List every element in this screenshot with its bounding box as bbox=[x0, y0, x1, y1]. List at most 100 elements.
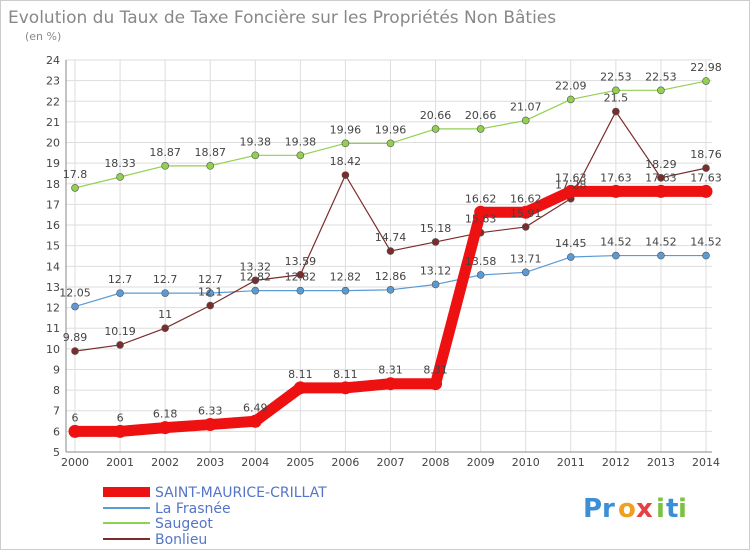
legend-label-2: Saugeot bbox=[155, 516, 213, 532]
data-label: 18.29 bbox=[645, 158, 677, 171]
data-point bbox=[612, 107, 620, 116]
logo-letter: t bbox=[666, 494, 678, 524]
data-point bbox=[657, 251, 665, 260]
data-point bbox=[384, 377, 397, 391]
x-tick-label: 2008 bbox=[422, 456, 450, 469]
data-label: 21.5 bbox=[604, 92, 629, 105]
data-label: 13.58 bbox=[465, 255, 497, 268]
y-tick-label: 11 bbox=[46, 322, 60, 335]
data-label: 18.76 bbox=[690, 148, 722, 161]
data-point bbox=[702, 77, 710, 85]
data-label: 22.09 bbox=[555, 79, 587, 92]
data-point bbox=[386, 139, 395, 148]
data-point bbox=[386, 286, 395, 294]
data-label: 22.53 bbox=[600, 70, 632, 83]
data-label: 13.59 bbox=[285, 255, 317, 268]
data-label: 13.12 bbox=[420, 264, 452, 277]
data-label: 14.52 bbox=[600, 236, 632, 249]
data-point bbox=[657, 86, 665, 95]
y-tick-label: 24 bbox=[46, 54, 60, 67]
data-point bbox=[293, 381, 307, 395]
data-point bbox=[71, 302, 79, 311]
logo-letter: i bbox=[678, 494, 687, 524]
data-point bbox=[161, 162, 169, 170]
logo-letter: o bbox=[618, 494, 636, 524]
data-point bbox=[702, 251, 710, 260]
data-label: 15.18 bbox=[420, 222, 452, 235]
data-label: 12.82 bbox=[240, 271, 272, 284]
data-point bbox=[519, 205, 533, 219]
data-point bbox=[476, 125, 485, 133]
x-tick-label: 2000 bbox=[61, 456, 89, 469]
data-label: 19.38 bbox=[285, 135, 317, 148]
y-tick-label: 19 bbox=[46, 157, 60, 170]
y-tick-label: 22 bbox=[46, 95, 60, 108]
data-label: 17.63 bbox=[555, 171, 587, 184]
y-tick-label: 13 bbox=[46, 281, 60, 294]
data-point bbox=[341, 171, 350, 179]
y-tick-label: 5 bbox=[53, 446, 60, 459]
data-label: 17.63 bbox=[690, 171, 722, 184]
data-point bbox=[431, 238, 440, 246]
data-label: 12.7 bbox=[198, 273, 223, 286]
data-label: 19.38 bbox=[240, 135, 272, 148]
data-label: 9.89 bbox=[63, 331, 88, 344]
data-point bbox=[431, 125, 440, 133]
data-label: 15.63 bbox=[465, 213, 497, 226]
data-point bbox=[116, 173, 124, 181]
data-label: 17.63 bbox=[600, 171, 632, 184]
data-point bbox=[609, 184, 623, 198]
data-label: 21.07 bbox=[510, 100, 542, 113]
data-label: 18.42 bbox=[330, 155, 362, 168]
data-label: 8.31 bbox=[423, 364, 448, 377]
data-label: 6.33 bbox=[198, 405, 223, 418]
data-label: 17.28 bbox=[555, 179, 587, 192]
logo-letter: x bbox=[636, 494, 653, 524]
logo-letter: i bbox=[656, 494, 665, 524]
data-point bbox=[251, 276, 260, 285]
data-point bbox=[113, 424, 127, 438]
data-label: 12.82 bbox=[330, 271, 362, 284]
data-point bbox=[699, 184, 713, 198]
data-point bbox=[341, 286, 350, 295]
data-point bbox=[296, 286, 305, 295]
data-point bbox=[654, 184, 668, 198]
data-label: 16.62 bbox=[510, 192, 542, 205]
x-tick-label: 2003 bbox=[196, 456, 224, 469]
data-label: 6.49 bbox=[243, 401, 268, 414]
data-label: 18.87 bbox=[194, 146, 226, 159]
data-point bbox=[116, 289, 124, 297]
x-tick-label: 2001 bbox=[106, 456, 134, 469]
data-point bbox=[161, 289, 169, 297]
data-label: 6 bbox=[117, 411, 124, 424]
data-point bbox=[68, 424, 82, 438]
x-tick-label: 2002 bbox=[151, 456, 179, 469]
data-point bbox=[521, 268, 530, 277]
y-tick-label: 15 bbox=[46, 240, 60, 253]
data-point bbox=[161, 324, 169, 333]
data-label: 19.96 bbox=[375, 123, 407, 136]
y-tick-label: 12 bbox=[46, 302, 60, 315]
y-tick-label: 21 bbox=[46, 116, 60, 129]
data-label: 11 bbox=[158, 308, 172, 321]
data-label: 20.66 bbox=[465, 109, 497, 122]
data-point bbox=[203, 418, 217, 432]
data-label: 17.8 bbox=[63, 168, 88, 181]
data-point bbox=[612, 86, 620, 95]
y-tick-label: 16 bbox=[46, 219, 60, 232]
y-tick-label: 8 bbox=[53, 384, 60, 397]
data-label: 12.7 bbox=[153, 273, 178, 286]
data-label: 12.82 bbox=[285, 271, 317, 284]
data-label: 19.96 bbox=[330, 123, 362, 136]
y-tick-label: 17 bbox=[46, 198, 60, 211]
y-tick-label: 14 bbox=[46, 260, 60, 273]
data-point bbox=[476, 271, 485, 279]
data-point bbox=[521, 116, 530, 125]
data-point bbox=[206, 289, 215, 297]
x-tick-label: 2006 bbox=[331, 456, 359, 469]
x-tick-label: 2012 bbox=[602, 456, 630, 469]
